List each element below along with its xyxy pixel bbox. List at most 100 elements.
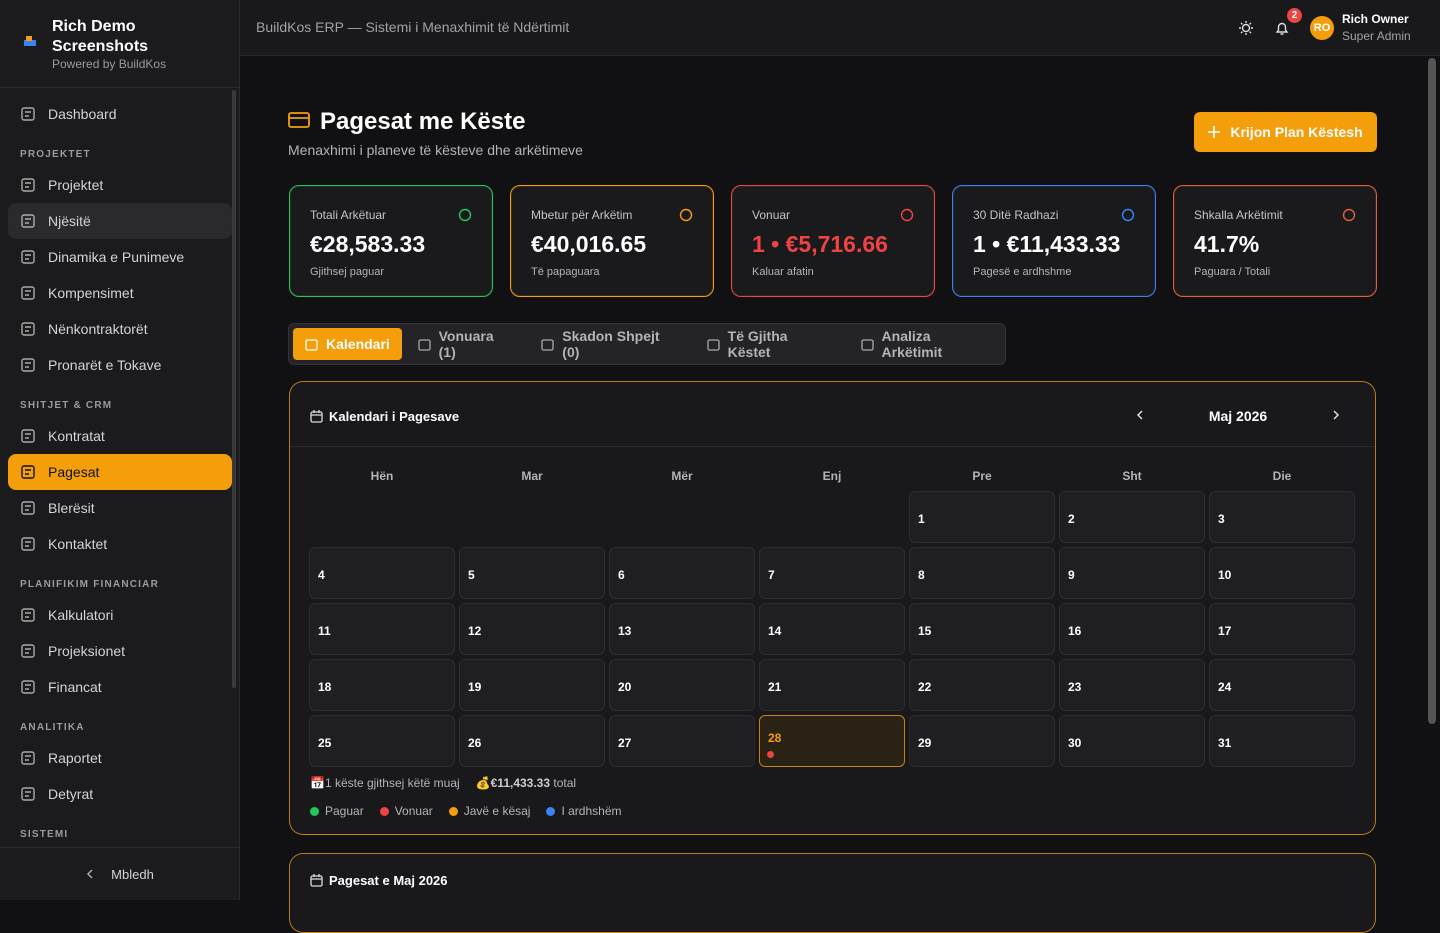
day-cell[interactable]: 16 (1059, 603, 1205, 655)
nav-item[interactable]: Pronarët e Tokave (8, 347, 232, 383)
legend-item: I ardhshëm (546, 804, 621, 818)
day-cell[interactable]: 2 (1059, 491, 1205, 543)
collapse-label: Mbledh (111, 866, 154, 882)
nav-item[interactable]: Kompensimet (8, 275, 232, 311)
day-cell[interactable]: 28 (759, 715, 905, 767)
day-cell[interactable]: 11 (309, 603, 455, 655)
tabs: Kalendari Vonuara (1) Skadon Shpejt (0) Të … (288, 323, 1006, 365)
day-cell[interactable]: 9 (1059, 547, 1205, 599)
day-cell[interactable]: 3 (1209, 491, 1355, 543)
page-title: Pagesat me Këste (320, 108, 526, 135)
day-cell[interactable]: 21 (759, 659, 905, 711)
weekday: Mër (671, 469, 693, 483)
summary-amount: 💰€11,433.33 (475, 776, 551, 790)
legend-item: Vonuar (379, 804, 433, 818)
day-cell[interactable]: 18 (309, 659, 455, 711)
create-plan-button[interactable]: Krijon Plan Këstesh (1194, 112, 1377, 152)
day-cell[interactable]: 25 (309, 715, 455, 767)
next-month[interactable] (1331, 409, 1341, 421)
day-cell[interactable]: 1 (909, 491, 1055, 543)
prev-month[interactable] (1135, 409, 1145, 421)
calendar-summary: 📅1 këste gjithsej këtë muaj 💰€11,433.33 t… (310, 776, 576, 790)
nav-item[interactable]: Kontratat (8, 418, 232, 454)
stat-value: 1 • €11,433.33 (973, 231, 1121, 257)
nav-section: SISTEMI (20, 829, 69, 840)
nav-label: Detyrat (48, 786, 94, 802)
weekday: Pre (972, 469, 992, 483)
tab[interactable]: Analiza Arkëtimit (849, 328, 1005, 360)
day-cell[interactable]: 13 (609, 603, 755, 655)
collapse-button[interactable]: Mbledh (0, 847, 239, 900)
day-cell[interactable]: 7 (759, 547, 905, 599)
day-cell[interactable]: 20 (609, 659, 755, 711)
tab-label: Analiza Arkëtimit (881, 328, 943, 360)
day-cell[interactable]: 23 (1059, 659, 1205, 711)
summary-count: 📅1 këste gjithsej këtë muaj (310, 776, 460, 790)
weekday: Enj (822, 469, 842, 483)
legend: Paguar Vonuar Javë e kësaj I ardhshëm (310, 804, 621, 818)
notifications-button[interactable] (1274, 20, 1290, 36)
nav-item[interactable]: Pagesat (8, 454, 232, 490)
day-cell[interactable]: 15 (909, 603, 1055, 655)
day-cell[interactable]: 27 (609, 715, 755, 767)
day-cell[interactable]: 17 (1209, 603, 1355, 655)
nav-item[interactable]: Raportet (8, 740, 232, 776)
tab[interactable]: Vonuara (1) (406, 328, 526, 360)
nav-item[interactable]: Kalkulatori (8, 597, 232, 633)
tab[interactable]: Kalendari (293, 328, 402, 360)
tab[interactable]: Skadon Shpejt (0) (529, 328, 690, 360)
nav-label: Kalkulatori (48, 607, 114, 623)
day-cell[interactable]: 4 (309, 547, 455, 599)
day-cell[interactable]: 26 (459, 715, 605, 767)
stat-value: €40,016.65 (531, 231, 647, 257)
nav-item[interactable]: Kontaktet (8, 526, 232, 562)
day-cell[interactable]: 5 (459, 547, 605, 599)
stat-label: Mbetur për Arkëtim (531, 208, 633, 222)
notification-badge: 2 (1287, 8, 1302, 23)
brand-title: Rich Demo Screenshots (52, 18, 149, 55)
nav-item[interactable]: Projeksionet (8, 633, 232, 669)
nav-label: Projeksionet (48, 643, 126, 659)
stat-label: 30 Ditë Radhazi (973, 208, 1059, 222)
logo (24, 36, 36, 46)
day-cell[interactable]: 19 (459, 659, 605, 711)
nav-item[interactable]: Njësitë (8, 203, 232, 239)
title-icon (288, 112, 310, 128)
nav-item[interactable]: Dashboard (8, 96, 232, 132)
day-cell[interactable]: 31 (1209, 715, 1355, 767)
month-label: Maj 2026 (1208, 408, 1268, 424)
brand-subtitle: Powered by BuildKos (52, 57, 167, 71)
calendar-panel: Kalendari i Pagesave Maj 2026 Hën Mar Mër E… (289, 381, 1376, 835)
nav-label: Dashboard (48, 106, 117, 122)
day-cell[interactable]: 8 (909, 547, 1055, 599)
nav-section: PLANIFIKIM FINANCIAR (20, 579, 159, 590)
day-cell[interactable]: 12 (459, 603, 605, 655)
stat-card: Vonuar 1 • €5,716.66 Kaluar afatin (731, 185, 935, 297)
nav-item[interactable]: Dinamika e Punimeve (8, 239, 232, 275)
nav-item[interactable]: Nënkontraktorët (8, 311, 232, 347)
button-label: Krijon Plan Këstesh (1230, 124, 1363, 140)
tab[interactable]: Të Gjitha Këstet (695, 328, 845, 360)
nav-label: Financat (48, 679, 102, 695)
nav-label: Kontratat (48, 428, 105, 444)
theme-toggle[interactable] (1238, 20, 1254, 36)
day-cell[interactable]: 22 (909, 659, 1055, 711)
avatar[interactable]: RO (1310, 16, 1334, 40)
stat-label: Shkalla Arkëtimit (1194, 208, 1283, 222)
payments-panel: Pagesat e Maj 2026 (289, 853, 1376, 933)
nav-item[interactable]: Projektet (8, 167, 232, 203)
day-cell[interactable]: 6 (609, 547, 755, 599)
nav-item[interactable]: Blerësit (8, 490, 232, 526)
day-cell[interactable]: 29 (909, 715, 1055, 767)
stat-card: Totali Arkëtuar €28,583.33 Gjithsej paguar (289, 185, 493, 297)
day-cell[interactable]: 30 (1059, 715, 1205, 767)
nav-item[interactable]: Financat (8, 669, 232, 705)
nav-item[interactable]: Detyrat (8, 776, 232, 812)
day-cell[interactable]: 10 (1209, 547, 1355, 599)
tab-label: Vonuara (1) (438, 328, 494, 360)
nav-section: PROJEKTET (20, 149, 91, 160)
day-cell[interactable]: 24 (1209, 659, 1355, 711)
day-cell[interactable]: 14 (759, 603, 905, 655)
